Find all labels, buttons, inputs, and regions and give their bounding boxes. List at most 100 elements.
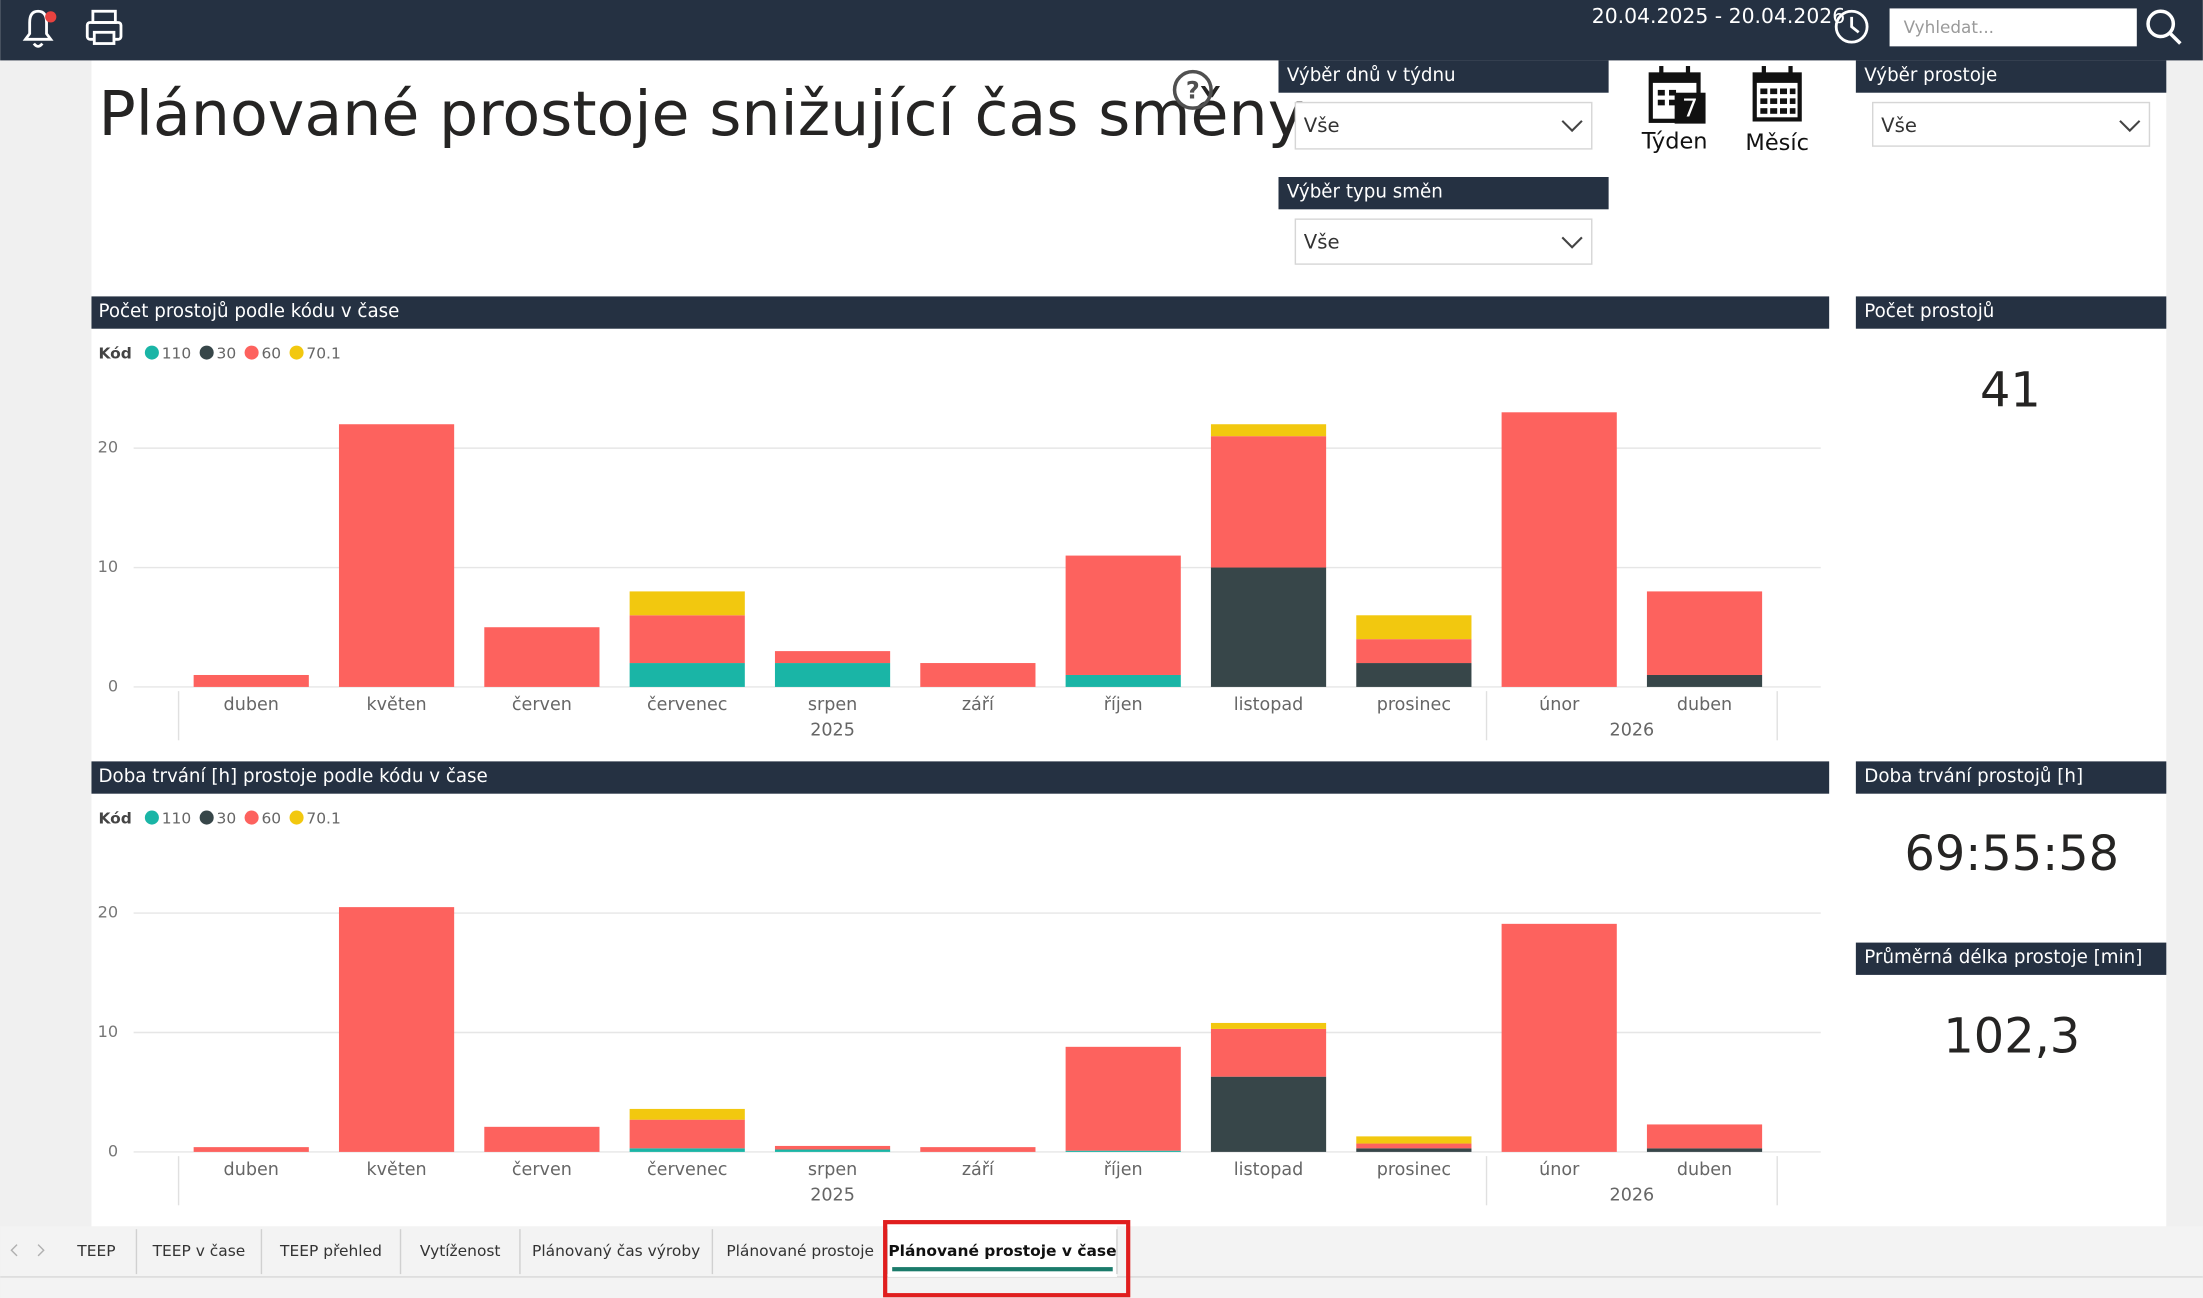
chart-header xyxy=(91,296,1830,329)
x-tick-label: červenec xyxy=(647,695,727,715)
bar-segment[interactable] xyxy=(1646,1124,1763,1149)
bar-segment[interactable] xyxy=(774,663,891,687)
y-tick-label: 0 xyxy=(108,676,118,695)
bar-segment[interactable] xyxy=(1210,1028,1327,1077)
bar-segment[interactable] xyxy=(484,627,600,687)
tab-label[interactable]: Plánovaný čas výroby xyxy=(532,1242,700,1260)
dropdown-chevron xyxy=(2119,120,2141,133)
bar-segment[interactable] xyxy=(774,1149,891,1152)
filter-dropdown[interactable] xyxy=(1872,101,2151,147)
bar-segment[interactable] xyxy=(1356,663,1472,687)
week-button[interactable]: 7 Týden xyxy=(1641,66,1708,154)
bar-segment[interactable] xyxy=(629,1148,745,1152)
time-button[interactable] xyxy=(1834,9,1869,44)
bar-segment[interactable] xyxy=(338,907,455,1152)
filter-dropdown[interactable] xyxy=(1294,101,1593,150)
legend-label[interactable]: 30 xyxy=(217,809,237,827)
bar-segment[interactable] xyxy=(1646,591,1763,675)
legend-marker[interactable] xyxy=(144,810,159,825)
bar-segment[interactable] xyxy=(1210,1022,1327,1029)
x-group-label: 2026 xyxy=(1610,720,1655,740)
chart-title: Doba trvání [h] prostoje podle kódu v ča… xyxy=(99,766,488,787)
bar-segment[interactable] xyxy=(920,663,1036,687)
x-tick-label: duben xyxy=(224,1160,279,1180)
search-button[interactable] xyxy=(2146,9,2182,45)
help-icon-text: ? xyxy=(1186,76,1200,104)
bar-segment[interactable] xyxy=(1210,1076,1327,1152)
bar-segment[interactable] xyxy=(920,1147,1036,1152)
tab-label[interactable]: TEEP xyxy=(76,1242,115,1260)
bar-segment[interactable] xyxy=(629,615,745,664)
bar-segment[interactable] xyxy=(1501,412,1617,687)
bar-segment[interactable] xyxy=(629,1108,745,1120)
bar-segment[interactable] xyxy=(1356,1143,1472,1149)
kpi-header xyxy=(1855,296,2167,329)
tab-label[interactable]: Plánované prostoje xyxy=(726,1242,874,1260)
bar-segment[interactable] xyxy=(1646,1148,1763,1152)
tab-label[interactable]: Vytíženost xyxy=(420,1242,501,1260)
bar-segment[interactable] xyxy=(1065,555,1181,675)
bar-segment[interactable] xyxy=(484,1126,600,1152)
legend-label[interactable]: 60 xyxy=(261,809,281,827)
print-button[interactable] xyxy=(85,9,123,45)
bar-segment[interactable] xyxy=(1210,436,1327,568)
help-icon[interactable] xyxy=(1172,69,1213,110)
bar-segment[interactable] xyxy=(193,1147,309,1152)
filter-value: Vše xyxy=(1304,231,1340,254)
bar-segment[interactable] xyxy=(1210,424,1327,437)
kpi-title: Průměrná délka prostoje [min] xyxy=(1864,947,2142,968)
bar-segment[interactable] xyxy=(629,591,745,616)
x-tick-label: červenec xyxy=(647,1160,727,1180)
legend-marker[interactable] xyxy=(289,345,304,360)
tab-scroll-arrows[interactable] xyxy=(10,1244,45,1257)
bar-segment[interactable] xyxy=(1065,1150,1181,1152)
dropdown-chevron xyxy=(1561,120,1583,133)
legend-label[interactable]: 110 xyxy=(162,809,191,827)
bar-segment[interactable] xyxy=(1356,1136,1472,1144)
x-tick-label: květen xyxy=(366,695,426,715)
x-tick-label: říjen xyxy=(1104,695,1143,715)
bar-segment[interactable] xyxy=(1065,674,1181,687)
bar-segment[interactable] xyxy=(1356,639,1472,664)
search-box[interactable] xyxy=(1889,8,2137,47)
notifications-button[interactable] xyxy=(22,9,57,48)
bar-segment[interactable] xyxy=(774,651,891,664)
x-tick-label: prosinec xyxy=(1377,695,1451,715)
tab-label[interactable]: TEEP v čase xyxy=(152,1242,246,1260)
bar-segment[interactable] xyxy=(774,1145,891,1150)
bar-segment[interactable] xyxy=(1501,923,1617,1152)
legend-marker[interactable] xyxy=(199,810,214,825)
tab-label[interactable]: Plánované prostoje v čase xyxy=(888,1242,1116,1260)
bar-segment[interactable] xyxy=(1065,1046,1181,1151)
date-range[interactable]: 20.04.2025 - 20.04.2026 xyxy=(1592,4,1845,28)
legend-marker[interactable] xyxy=(289,810,304,825)
legend-label[interactable]: 60 xyxy=(261,345,281,363)
bar-segment[interactable] xyxy=(1210,567,1327,687)
legend-label[interactable]: 30 xyxy=(217,345,237,363)
legend-marker[interactable] xyxy=(199,345,214,360)
legend-title: Kód xyxy=(99,809,132,827)
bar-segment[interactable] xyxy=(1646,674,1763,687)
bar-segment[interactable] xyxy=(193,674,309,687)
x-tick-label: srpen xyxy=(808,695,857,715)
bar-segment[interactable] xyxy=(1356,1148,1472,1152)
filter-label: Výběr prostoje xyxy=(1864,65,1997,86)
bar-segment[interactable] xyxy=(1356,615,1472,640)
legend-marker[interactable] xyxy=(144,345,159,360)
legend-label[interactable]: 70.1 xyxy=(306,345,340,363)
week-label: Týden xyxy=(1641,128,1708,154)
filter-dropdown[interactable] xyxy=(1294,218,1593,265)
bar-segment[interactable] xyxy=(629,663,745,687)
y-tick-label: 10 xyxy=(98,557,119,576)
legend-marker[interactable] xyxy=(244,345,259,360)
legend-marker[interactable] xyxy=(244,810,259,825)
filter-header xyxy=(1278,177,1609,210)
bar-segment[interactable] xyxy=(338,424,455,687)
legend-label[interactable]: 110 xyxy=(162,345,191,363)
week-icon-text: 7 xyxy=(1682,94,1698,123)
month-button[interactable]: Měsíc xyxy=(1745,66,1809,156)
legend-label[interactable]: 70.1 xyxy=(306,809,340,827)
tab-label[interactable]: TEEP přehled xyxy=(279,1242,382,1260)
bar-segment[interactable] xyxy=(629,1119,745,1149)
x-tick-label: srpen xyxy=(808,1160,857,1180)
